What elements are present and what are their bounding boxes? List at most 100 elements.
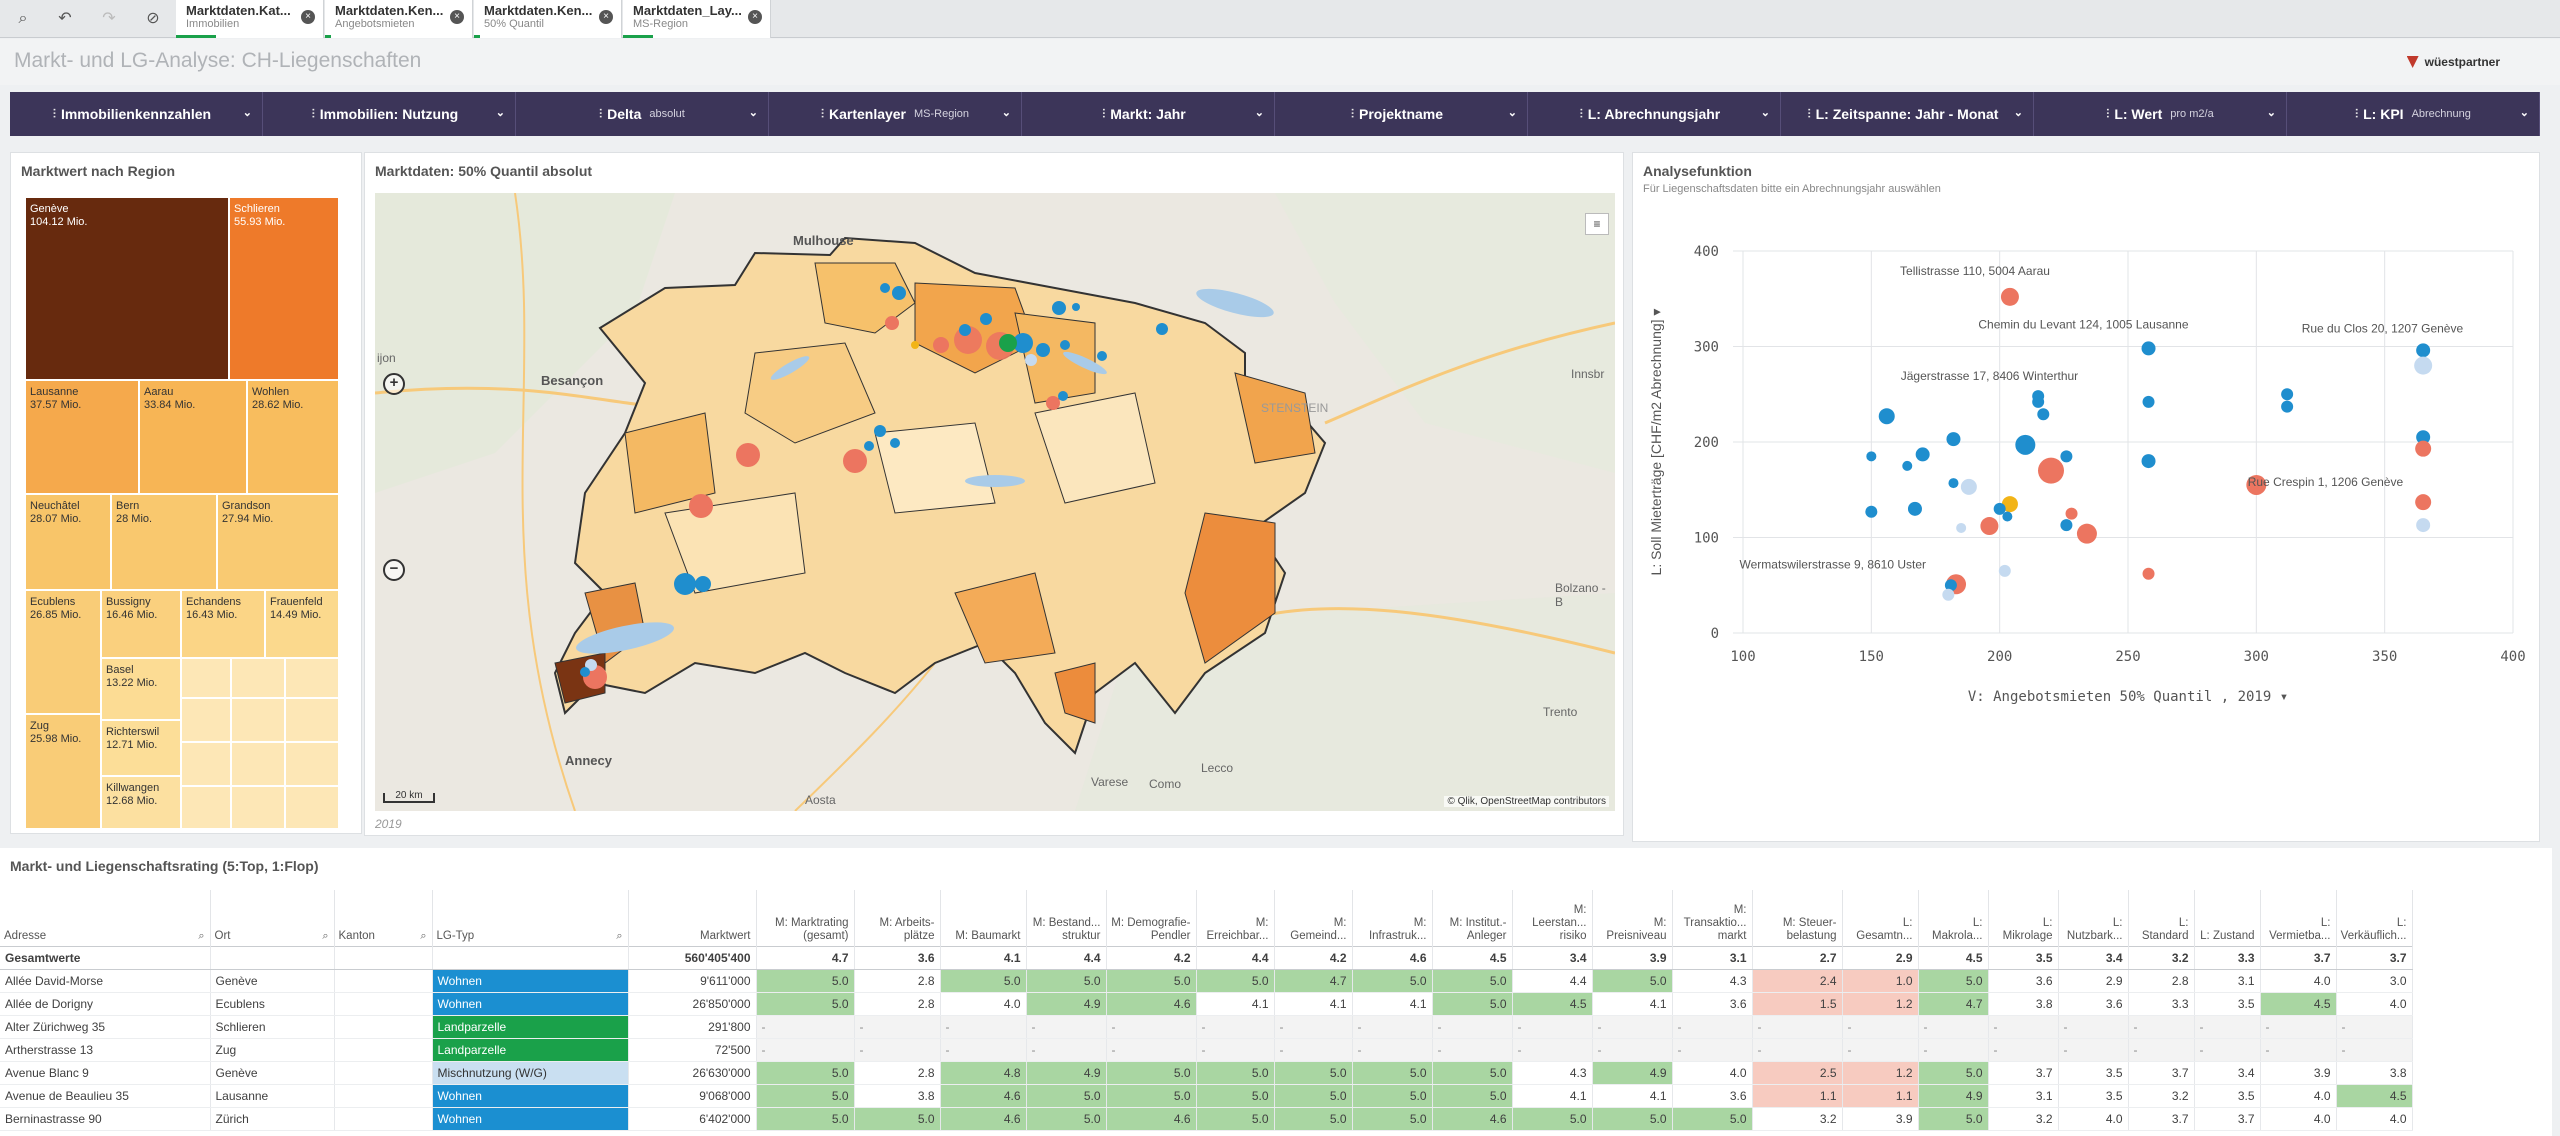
filter-9[interactable]: ⫶ L: Wert pro m2/a ⌄	[2034, 92, 2287, 136]
chevron-down-icon[interactable]: ⌄	[1001, 107, 1011, 119]
map-attribution[interactable]: © Qlik, OpenStreetMap contributors	[1444, 796, 1609, 807]
table-row[interactable]: Berninastrasse 90 Zürich Wohnen 6'402'000 5.…	[0, 1107, 2413, 1131]
close-icon[interactable]: ×	[450, 10, 464, 24]
column-header[interactable]: M: Leerstan... risiko	[1512, 890, 1593, 946]
data-point[interactable]	[1866, 451, 1877, 462]
column-header[interactable]: L: Gesamtn...	[1842, 890, 1919, 946]
clear-selections-icon[interactable]: ⊘	[146, 10, 160, 27]
table-cell[interactable]	[210, 945, 335, 970]
lg-type-cell[interactable]	[432, 945, 629, 970]
lg-type-cell[interactable]: Landparzelle	[432, 1038, 629, 1062]
chevron-down-icon[interactable]: ⌄	[1254, 107, 1264, 119]
chevron-down-icon[interactable]: ⌄	[748, 107, 758, 119]
map-menu-icon[interactable]: ≡	[1585, 213, 1609, 235]
treemap-cell[interactable]	[181, 742, 231, 786]
table-cell[interactable]: Avenue de Beaulieu 35	[0, 1084, 211, 1108]
table-row[interactable]: Allée de Dorigny Ecublens Wohnen 26'850'000…	[0, 992, 2413, 1016]
chevron-down-icon[interactable]: ⌄	[2013, 107, 2023, 119]
column-header[interactable]: M: Transaktio... markt	[1672, 890, 1753, 946]
treemap-cell[interactable]: Lausanne 37.57 Mio.	[25, 380, 139, 494]
table-cell[interactable]: Lausanne	[210, 1084, 335, 1108]
table-cell[interactable]	[334, 1061, 433, 1085]
selection-tab-3[interactable]: Marktdaten.Ken... 50% Quantil ×	[474, 0, 622, 38]
data-point[interactable]	[2415, 494, 2432, 511]
total-row[interactable]: Gesamtwerte 560'405'400 4.7 3.6 4.1 4.4 4.2 4.4…	[0, 945, 2413, 970]
table-cell[interactable]	[334, 992, 433, 1016]
treemap-cell[interactable]	[285, 698, 339, 742]
data-point[interactable]	[1998, 564, 2011, 577]
filter-8[interactable]: ⫶ L: Zeitspanne: Jahr - Monat ⌄	[1781, 92, 2034, 136]
data-point[interactable]	[2142, 395, 2155, 408]
treemap-cell[interactable]: Basel 13.22 Mio.	[101, 658, 181, 720]
column-header[interactable]: M: Gemeind...	[1274, 890, 1353, 946]
table-cell[interactable]	[334, 945, 433, 970]
table-cell[interactable]: Alter Zürichweg 35	[0, 1015, 211, 1039]
column-header[interactable]: M: Baumarkt	[940, 890, 1027, 946]
table-cell[interactable]	[334, 1084, 433, 1108]
close-icon[interactable]: ×	[599, 10, 613, 24]
treemap-cell[interactable]	[285, 658, 339, 698]
table-cell[interactable]	[334, 1015, 433, 1039]
table-cell[interactable]: Genève	[210, 1061, 335, 1085]
data-point[interactable]	[1993, 502, 2006, 515]
column-header[interactable]: M: Demografie- Pendler	[1106, 890, 1197, 946]
data-point[interactable]	[1902, 460, 1913, 471]
column-header[interactable]: M: Arbeits- plätze	[854, 890, 941, 946]
chevron-down-icon[interactable]: ⌄	[495, 107, 505, 119]
column-header[interactable]: ⌕ Adresse	[0, 890, 211, 946]
column-header[interactable]: L: Vermietba...	[2260, 890, 2337, 946]
column-header[interactable]: L: Verkäuflich...	[2336, 890, 2413, 946]
data-point[interactable]	[2002, 511, 2013, 522]
search-icon[interactable]: ⌕	[198, 929, 205, 942]
column-header[interactable]: Marktwert	[628, 890, 757, 946]
table-cell[interactable]: Genève	[210, 969, 335, 993]
data-point[interactable]	[2416, 518, 2431, 533]
data-point[interactable]	[2142, 567, 2155, 580]
data-point[interactable]	[2038, 457, 2064, 484]
data-point[interactable]	[2415, 440, 2432, 457]
treemap-cell[interactable]	[231, 698, 285, 742]
column-header[interactable]: M: Erreichbar...	[1196, 890, 1275, 946]
data-point[interactable]	[2416, 430, 2431, 445]
data-point[interactable]	[1960, 478, 1977, 495]
data-point[interactable]	[1865, 505, 1878, 518]
treemap-cell[interactable]: Bussigny 16.46 Mio.	[101, 590, 181, 658]
filter-3[interactable]: ⫶ Delta absolut ⌄	[516, 92, 769, 136]
data-point[interactable]	[2037, 408, 2050, 421]
map-canvas[interactable]	[375, 193, 1615, 811]
selection-tab-2[interactable]: Marktdaten.Ken... Angebotsmieten ×	[325, 0, 473, 38]
lg-type-cell[interactable]: Wohnen	[432, 1107, 629, 1131]
treemap-cell[interactable]: Frauenfeld 14.49 Mio.	[265, 590, 339, 658]
table-cell[interactable]: Allée de Dorigny	[0, 992, 211, 1016]
treemap-cell[interactable]: Richterswil 12.71 Mio.	[101, 720, 181, 776]
table-cell[interactable]	[334, 1107, 433, 1131]
forward-selection-icon[interactable]: ↷	[102, 10, 116, 27]
treemap-cell[interactable]	[181, 658, 231, 698]
chevron-down-icon[interactable]: ⌄	[2519, 107, 2529, 119]
table-cell[interactable]: Avenue Blanc 9	[0, 1061, 211, 1085]
filter-4[interactable]: ⫶ Kartenlayer MS-Region ⌄	[769, 92, 1022, 136]
y-axis-label[interactable]: L: Soll Mieterträge [CHF/m2 Abrechnung] …	[1648, 309, 1664, 576]
data-point[interactable]	[2141, 341, 2156, 356]
zoom-out-icon[interactable]: −	[383, 559, 405, 581]
lg-type-cell[interactable]: Wohnen	[432, 992, 629, 1016]
selection-tab-4[interactable]: Marktdaten_Lay... MS-Region ×	[623, 0, 771, 38]
data-point[interactable]	[2065, 507, 2078, 520]
table-cell[interactable]: Zug	[210, 1038, 335, 1062]
data-point[interactable]	[1944, 579, 1957, 592]
data-point[interactable]	[2076, 523, 2097, 544]
data-point[interactable]	[1915, 447, 1930, 462]
treemap-cell[interactable]: Echandens 16.43 Mio.	[181, 590, 265, 658]
scatter-chart[interactable]: 100 150 200 250 300 350 400 0 100 200 300 400 Tellis…	[1633, 193, 2533, 793]
search-icon[interactable]: ⌕	[420, 929, 427, 942]
treemap-cell[interactable]	[285, 742, 339, 786]
treemap-cell[interactable]	[231, 786, 285, 829]
treemap-cell[interactable]	[181, 698, 231, 742]
column-header[interactable]: L: Nutzbark...	[2058, 890, 2129, 946]
close-icon[interactable]: ×	[301, 10, 315, 24]
table-cell[interactable]: Artherstrasse 13	[0, 1038, 211, 1062]
zoom-in-icon[interactable]: +	[383, 373, 405, 395]
column-header[interactable]: L: Mikrolage	[1988, 890, 2059, 946]
column-header[interactable]: M: Preisniveau	[1592, 890, 1673, 946]
table-row[interactable]: Avenue Blanc 9 Genève Mischnutzung (W/G) 26…	[0, 1061, 2413, 1085]
